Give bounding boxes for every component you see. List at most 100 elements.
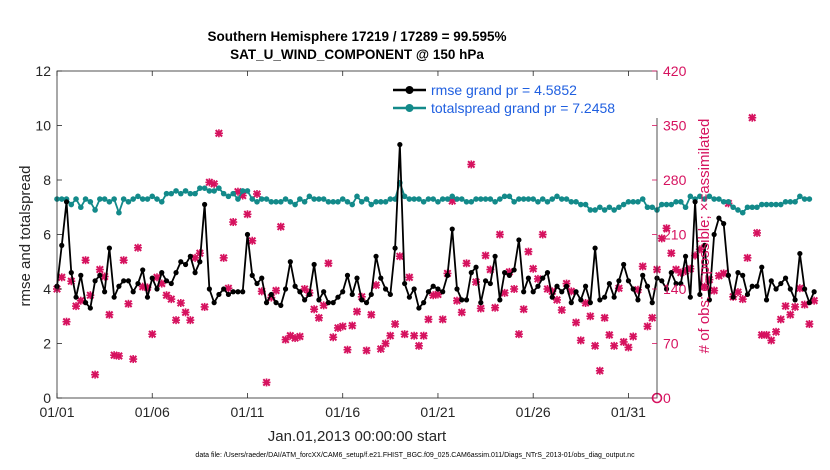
obs-assimilated-marker: [576, 336, 585, 345]
obs-assimilated-marker: [176, 299, 185, 308]
rmse-point: [421, 300, 427, 306]
rmse-point: [240, 289, 246, 295]
y-axis-left: 0 2 4 6 8 10 12: [35, 63, 62, 406]
totalspread-point: [554, 193, 560, 200]
totalspread-point: [401, 193, 408, 200]
totalspread-point: [358, 199, 365, 205]
rmse-point: [173, 270, 179, 276]
rmse-point: [787, 286, 793, 292]
rmse-point: [211, 300, 217, 306]
rmse-point: [492, 253, 498, 259]
rmse-point: [497, 297, 503, 303]
totalspread-point: [778, 201, 784, 208]
totalspread-point: [497, 196, 503, 202]
rmse-point: [425, 289, 432, 295]
totalspread-point: [258, 196, 265, 202]
rmse-point: [535, 283, 541, 289]
legend-totalspread-label: totalspread grand pr = 7.2458: [431, 100, 615, 116]
rmse-point: [311, 261, 317, 268]
rmse-point: [711, 231, 717, 238]
rmse-point: [597, 297, 603, 303]
totalspread-point: [78, 204, 84, 211]
obs-assimilated-marker: [700, 282, 709, 291]
rmse-point: [549, 294, 555, 300]
totalspread-point: [249, 196, 256, 202]
obs-assimilated-marker: [248, 236, 257, 245]
rmse-point: [59, 242, 65, 248]
totalspread-point: [797, 193, 803, 200]
totalspread-point: [416, 196, 422, 202]
rmse-point: [506, 272, 512, 278]
rmse-point: [792, 297, 798, 303]
obs-assimilated-marker: [210, 179, 219, 188]
x-axis-label: Jan.01,2013 00:00:00 start: [268, 428, 447, 445]
totalspread-point: [611, 207, 617, 213]
totalspread-point: [649, 204, 656, 211]
rmse-point: [287, 259, 293, 265]
totalspread-point: [463, 199, 470, 205]
obs-assimilated-marker: [648, 313, 657, 322]
rmse-point: [178, 259, 184, 265]
rmse-point: [144, 294, 151, 300]
totalspread-point: [297, 196, 303, 202]
obs-assimilated-marker: [500, 288, 509, 297]
totalspread-point: [420, 199, 427, 205]
obs-assimilated-marker: [657, 234, 666, 243]
obs-assimilated-marker: [262, 378, 271, 387]
obs-assimilated-marker: [753, 228, 761, 237]
rmse-point: [644, 283, 651, 289]
obs-assimilated-marker: [786, 310, 795, 319]
totalspread-point: [787, 199, 794, 205]
rmse-point: [702, 242, 708, 248]
rmse-point: [459, 297, 465, 303]
totalspread-point: [701, 196, 708, 202]
obs-assimilated-marker: [381, 339, 390, 348]
y-tick-label-left: 10: [35, 118, 51, 134]
obs-assimilated-marker: [105, 310, 114, 319]
rmse-point: [744, 291, 751, 298]
obs-assimilated-marker: [572, 318, 581, 327]
rmse-series: [54, 141, 817, 311]
y-tick-label-left: 2: [43, 336, 51, 352]
rmse-point: [149, 275, 155, 281]
totalspread-point: [335, 199, 341, 205]
obs-assimilated-marker: [629, 332, 638, 341]
totalspread-point: [373, 199, 379, 205]
totalspread-point: [454, 196, 460, 202]
rmse-point: [430, 283, 436, 289]
totalspread-point: [197, 185, 203, 191]
x-tick-label: 01/21: [420, 404, 455, 420]
rmse-point: [630, 286, 636, 292]
totalspread-point: [301, 199, 308, 205]
y-axis-label-right: # of obs: o=possible; ×=assimilated: [696, 119, 713, 354]
totalspread-point: [506, 193, 513, 200]
rmse-point: [349, 291, 355, 298]
obs-assimilated-marker: [167, 295, 176, 304]
rmse-point: [687, 294, 693, 300]
obs-assimilated-marker: [414, 341, 423, 350]
rmse-point: [806, 300, 812, 306]
totalspread-point: [578, 201, 584, 208]
rmse-point: [387, 291, 393, 298]
rmse-point: [649, 300, 655, 306]
rmse-point: [92, 278, 98, 284]
obs-assimilated-marker: [338, 322, 347, 331]
obs-assimilated-marker: [310, 305, 319, 314]
obs-assimilated-marker: [495, 230, 504, 239]
obs-assimilated-marker: [229, 218, 238, 227]
rmse-point: [740, 272, 746, 278]
totalspread-point: [439, 196, 446, 202]
totalspread-point: [525, 196, 532, 202]
obs-assimilated-marker: [353, 307, 361, 316]
rmse-point: [416, 305, 422, 311]
totalspread-point: [425, 196, 432, 202]
obs-assimilated-marker: [395, 252, 404, 261]
totalspread-point: [216, 185, 222, 191]
obs-assimilated-marker: [62, 317, 71, 326]
rmse-point: [578, 297, 584, 303]
rmse-point: [406, 294, 412, 300]
legend-totalspread-marker: [405, 104, 414, 112]
obs-assimilated-marker: [186, 316, 195, 325]
totalspread-point: [673, 199, 679, 205]
rmse-point: [797, 250, 803, 257]
